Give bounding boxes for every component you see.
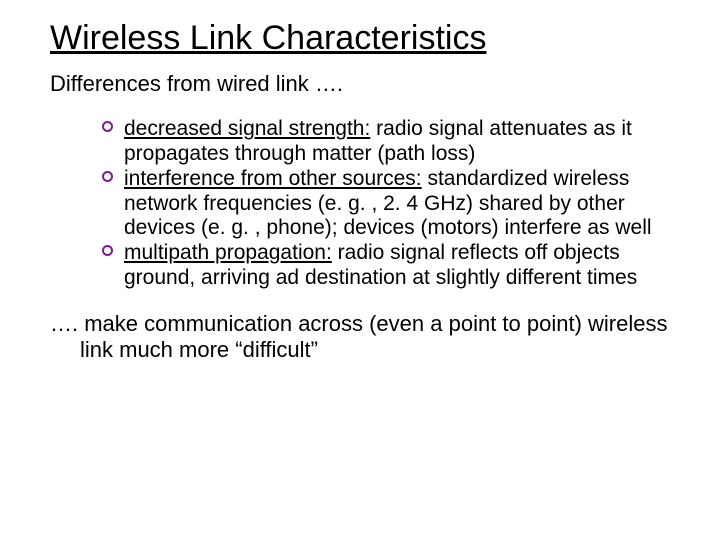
list-item: interference from other sources: standar… (102, 167, 670, 241)
list-item: multipath propagation: radio signal refl… (102, 241, 670, 291)
bullet-lead: multipath propagation: (124, 241, 332, 264)
bullet-lead: decreased signal strength: (124, 117, 370, 140)
slide: Wireless Link Characteristics Difference… (0, 0, 720, 540)
page-title: Wireless Link Characteristics (50, 20, 680, 57)
bullet-ring-icon (102, 171, 113, 182)
list-item: decreased signal strength: radio signal … (102, 117, 670, 167)
bullet-ring-icon (102, 245, 113, 256)
bullet-lead: interference from other sources: (124, 167, 422, 190)
outro-text: …. make communication across (even a poi… (50, 311, 680, 363)
bullet-list: decreased signal strength: radio signal … (50, 117, 680, 290)
bullet-ring-icon (102, 121, 113, 132)
intro-text: Differences from wired link …. (50, 71, 680, 97)
